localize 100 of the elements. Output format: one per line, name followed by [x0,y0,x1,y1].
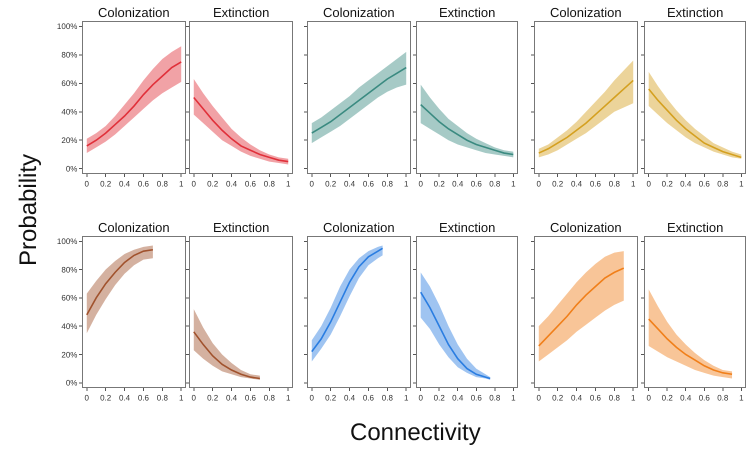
x-tick-label: 0.2 [434,394,446,403]
x-tick-label: 0.8 [717,394,729,403]
x-tick-label: 1 [511,180,516,189]
x-tick-label: 0.2 [552,394,564,403]
y-tick-label: 100% [56,237,78,246]
x-tick-label: 0.8 [608,180,620,189]
x-tick-label: 0.4 [570,180,583,189]
x-tick-label: 0 [536,180,542,189]
x-tick-label: 0.8 [382,180,394,189]
x-tick-label: 0.8 [489,394,501,403]
x-tick-label: 0.4 [226,180,238,189]
x-tick-label: 0.8 [264,180,276,189]
y-tick-label: 40% [61,322,78,331]
chart-title: Extinction [439,220,496,235]
chart-title: Colonization [98,220,170,235]
y-tick-label: 0% [66,164,78,174]
y-tick-label: 60% [61,79,78,88]
x-tick-label: 0.6 [244,394,257,403]
x-tick-label: 1 [404,394,409,403]
x-tick-label: 0.4 [452,180,464,189]
x-tick-label: 0.6 [244,180,257,189]
x-tick-label: 0 [84,394,90,403]
chart-title: Colonization [550,5,622,20]
x-tick-label: 0 [192,180,197,189]
x-tick-label: 1 [286,394,291,403]
x-tick-label: 0.4 [118,180,131,189]
line-series [86,248,154,316]
chart-title: Colonization [550,220,622,235]
x-tick-label: 0.2 [325,394,337,403]
x-tick-label: 0.4 [344,394,356,403]
x-tick-label: 0.4 [452,394,464,403]
x-tick-label: 1 [630,394,636,403]
x-tick-label: 1 [404,180,409,189]
x-tick-label: 1 [178,394,184,403]
x-tick-label: 1 [739,180,744,189]
x-tick-label: 0 [418,180,424,189]
x-tick-label: 0.6 [138,394,150,403]
chart-title: Colonization [98,5,170,20]
x-tick-label: 0.6 [698,180,710,189]
y-axis-title: Probability [15,154,42,266]
x-tick-label: 0.2 [434,180,446,189]
x-tick-label: 0 [646,180,652,189]
x-tick-label: 1 [630,180,636,189]
x-tick-label: 0.6 [590,180,602,189]
x-tick-label: 0.4 [680,394,692,403]
chart-title: Extinction [667,220,724,235]
x-tick-label: 0.8 [717,180,729,189]
x-tick-label: 0.2 [552,180,564,189]
y-tick-label: 60% [61,294,78,303]
x-tick-label: 0 [418,394,424,403]
x-tick-label: 0.2 [662,394,674,403]
x-tick-label: 1 [739,394,744,403]
x-tick-label: 0.8 [489,180,501,189]
x-tick-label: 0.6 [138,180,150,189]
x-tick-label: 0 [310,180,315,189]
x-tick-label: 0.4 [226,394,238,403]
x-tick-label: 0.4 [680,180,692,189]
x-tick-label: 0 [646,394,652,403]
chart-title: Colonization [323,5,395,20]
x-tick-label: 0.2 [207,180,219,189]
x-tick-label: 1 [178,180,184,189]
y-tick-label: 100% [56,22,78,32]
x-tick-label: 0.4 [344,180,356,189]
chart-title: Colonization [323,220,395,235]
x-tick-label: 0.6 [590,394,602,403]
chart-title: Extinction [667,5,724,20]
chart-title: Extinction [439,5,496,20]
x-tick-label: 0.8 [382,394,394,403]
x-tick-label: 0.6 [362,394,375,403]
x-tick-label: 0.8 [156,180,168,189]
x-tick-label: 0.2 [100,394,112,403]
x-tick-label: 0.8 [264,394,276,403]
x-tick-label: 0.4 [570,394,583,403]
x-tick-label: 0.2 [325,180,337,189]
x-tick-label: 0.6 [470,180,482,189]
x-axis-title: Connectivity [350,419,481,446]
chart-title: Extinction [213,5,270,20]
x-tick-label: 0.2 [207,394,219,403]
y-tick-label: 40% [61,108,78,117]
x-tick-label: 0.6 [698,394,710,403]
x-tick-label: 0.8 [608,394,620,403]
y-tick-label: 0% [66,378,78,388]
y-tick-label: 20% [61,136,78,146]
y-tick-label: 80% [61,265,78,274]
y-tick-label: 20% [61,350,78,360]
x-tick-label: 0 [192,394,197,403]
x-tick-label: 0.6 [470,394,482,403]
x-tick-label: 0.2 [100,180,112,189]
x-tick-label: 1 [511,394,516,403]
x-tick-label: 1 [286,180,291,189]
chart-title: Extinction [213,220,270,235]
x-tick-label: 0.2 [662,180,674,189]
y-tick-label: 80% [61,50,78,60]
line-series [86,61,182,147]
x-tick-label: 0.8 [156,394,168,403]
x-tick-label: 0 [84,180,90,189]
x-tick-label: 0.6 [362,180,375,189]
x-tick-label: 0 [536,394,542,403]
x-tick-label: 0 [310,394,315,403]
x-tick-label: 0.4 [118,394,131,403]
